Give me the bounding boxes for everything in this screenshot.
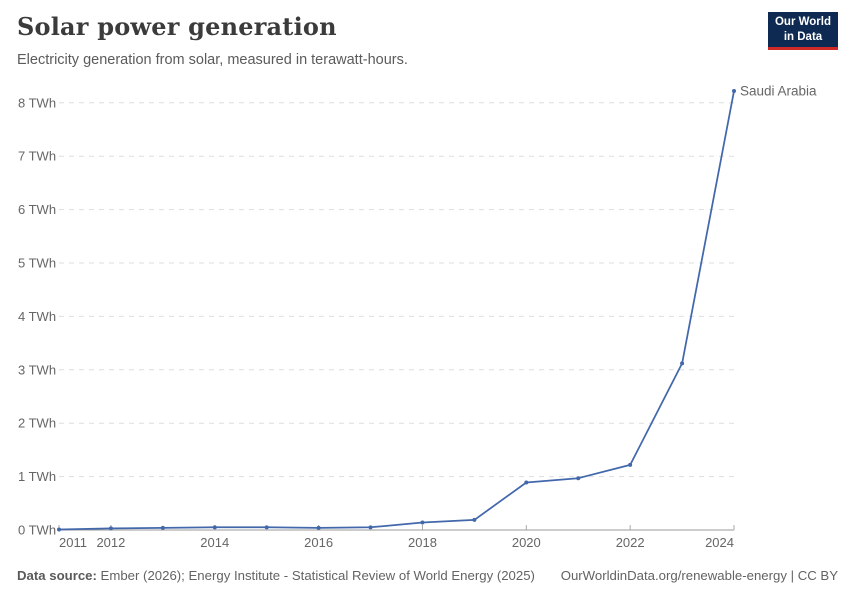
data-point-2019[interactable] xyxy=(472,517,477,522)
x-tick-label-2012: 2012 xyxy=(96,535,125,550)
data-point-2014[interactable] xyxy=(212,525,217,530)
y-tick-label-1: 1 TWh xyxy=(18,469,56,484)
data-point-2016[interactable] xyxy=(316,525,321,530)
chart-title: Solar power generation xyxy=(17,12,337,41)
series-line-saudi-arabia[interactable] xyxy=(58,90,735,531)
x-tick-label-2014: 2014 xyxy=(200,535,229,550)
data-source-label: Data source: xyxy=(17,568,97,583)
data-source-note: Data source: Ember (2026); Energy Instit… xyxy=(17,568,535,583)
owid-logo-line1: Our World xyxy=(774,16,831,29)
data-point-2020[interactable] xyxy=(524,480,529,485)
owid-logo-line2: in Data xyxy=(783,30,823,43)
data-point-2017[interactable] xyxy=(368,525,373,530)
owid-cc-link[interactable]: OurWorldinData.org/renewable-energy | CC… xyxy=(560,568,838,583)
y-tick-label-6: 6 TWh xyxy=(18,202,56,217)
x-tick-label-2022: 2022 xyxy=(616,535,645,550)
data-point-2013[interactable] xyxy=(160,525,165,530)
x-tick-label-2011: 2011 xyxy=(59,535,87,550)
data-point-2022[interactable] xyxy=(628,462,633,467)
owid-logo[interactable]: Our World in Data xyxy=(768,12,838,50)
data-point-2021[interactable] xyxy=(576,476,581,481)
x-tick-label-2024: 2024 xyxy=(705,535,734,550)
y-tick-label-2: 2 TWh xyxy=(18,416,56,431)
y-tick-label-5: 5 TWh xyxy=(18,256,56,271)
data-point-2018[interactable] xyxy=(420,520,425,525)
chart-subtitle: Electricity generation from solar, measu… xyxy=(17,52,408,68)
x-tick-label-2020: 2020 xyxy=(512,535,541,550)
y-tick-label-8: 8 TWh xyxy=(18,95,56,110)
chart-footer: Data source: Ember (2026); Energy Instit… xyxy=(17,568,838,583)
y-tick-label-7: 7 TWh xyxy=(18,149,56,164)
data-point-2024[interactable] xyxy=(732,89,736,94)
data-point-2011[interactable] xyxy=(57,527,61,532)
series-end-label[interactable]: Saudi Arabia xyxy=(740,84,817,99)
y-tick-label-4: 4 TWh xyxy=(18,309,56,324)
data-source-text: Ember (2026); Energy Institute - Statist… xyxy=(96,568,535,583)
y-tick-label-3: 3 TWh xyxy=(18,362,56,377)
data-point-2023[interactable] xyxy=(680,361,685,366)
data-point-2015[interactable] xyxy=(264,525,269,530)
data-point-2012[interactable] xyxy=(108,526,113,531)
y-tick-label-0: 0 TWh xyxy=(18,523,56,538)
x-tick-label-2016: 2016 xyxy=(304,535,333,550)
x-tick-label-2018: 2018 xyxy=(408,535,437,550)
